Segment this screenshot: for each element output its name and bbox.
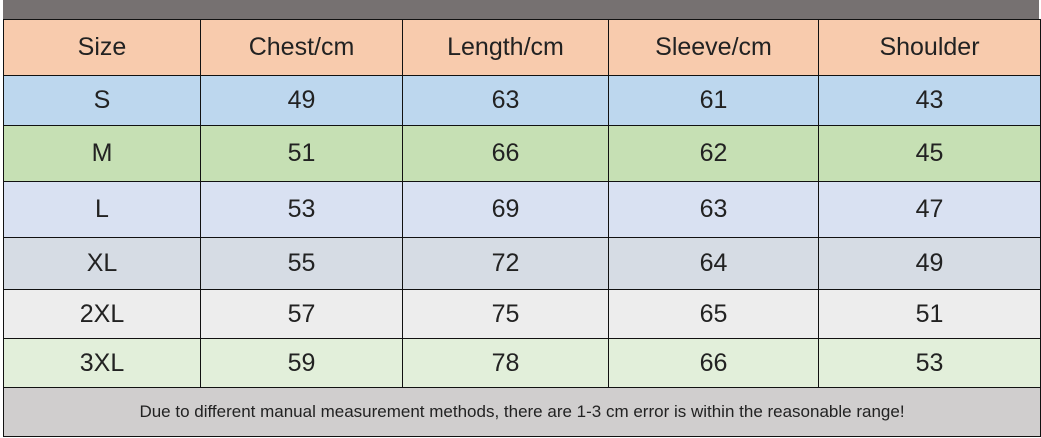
measurement-cell: 43: [818, 75, 1041, 126]
measurement-cell: 64: [608, 237, 819, 290]
measurement-cell: 75: [402, 289, 609, 339]
measurement-cell: 55: [200, 237, 403, 290]
measurement-cell: 61: [608, 75, 819, 126]
size-cell: M: [3, 125, 201, 182]
measurement-cell: 47: [818, 181, 1041, 238]
header-shoulder: Shoulder: [818, 19, 1041, 76]
header-size: Size: [3, 19, 201, 76]
measurement-cell: 66: [608, 338, 819, 388]
table-row: S 49 63 61 43: [3, 75, 1041, 126]
measurement-cell: 49: [200, 75, 403, 126]
measurement-cell: 53: [818, 338, 1041, 388]
header-row: Size Chest/cm Length/cm Sleeve/cm Should…: [3, 19, 1041, 76]
measurement-cell: 57: [200, 289, 403, 339]
measurement-cell: 69: [402, 181, 609, 238]
measurement-cell: 49: [818, 237, 1041, 290]
measurement-cell: 78: [402, 338, 609, 388]
table-row: XL 55 72 64 49: [3, 237, 1041, 290]
header-chest: Chest/cm: [200, 19, 403, 76]
measurement-cell: 51: [200, 125, 403, 182]
size-cell: 2XL: [3, 289, 201, 339]
size-cell: XL: [3, 237, 201, 290]
footer-note: Due to different manual measurement meth…: [3, 387, 1041, 437]
header-length: Length/cm: [402, 19, 609, 76]
footer-row: Due to different manual measurement meth…: [3, 387, 1041, 437]
measurement-cell: 59: [200, 338, 403, 388]
table-row: L 53 69 63 47: [3, 181, 1041, 238]
table-row: 3XL 59 78 66 53: [3, 338, 1041, 388]
table-row: M 51 66 62 45: [3, 125, 1041, 182]
measurement-cell: 66: [402, 125, 609, 182]
measurement-cell: 63: [402, 75, 609, 126]
size-cell: S: [3, 75, 201, 126]
table-row: 2XL 57 75 65 51: [3, 289, 1041, 339]
size-chart-table: Size Chest/cm Length/cm Sleeve/cm Should…: [3, 19, 1041, 437]
measurement-cell: 53: [200, 181, 403, 238]
size-cell: 3XL: [3, 338, 201, 388]
header-sleeve: Sleeve/cm: [608, 19, 819, 76]
top-bar: [3, 0, 1039, 19]
measurement-cell: 45: [818, 125, 1041, 182]
measurement-cell: 72: [402, 237, 609, 290]
measurement-cell: 65: [608, 289, 819, 339]
measurement-cell: 51: [818, 289, 1041, 339]
size-cell: L: [3, 181, 201, 238]
measurement-cell: 63: [608, 181, 819, 238]
measurement-cell: 62: [608, 125, 819, 182]
